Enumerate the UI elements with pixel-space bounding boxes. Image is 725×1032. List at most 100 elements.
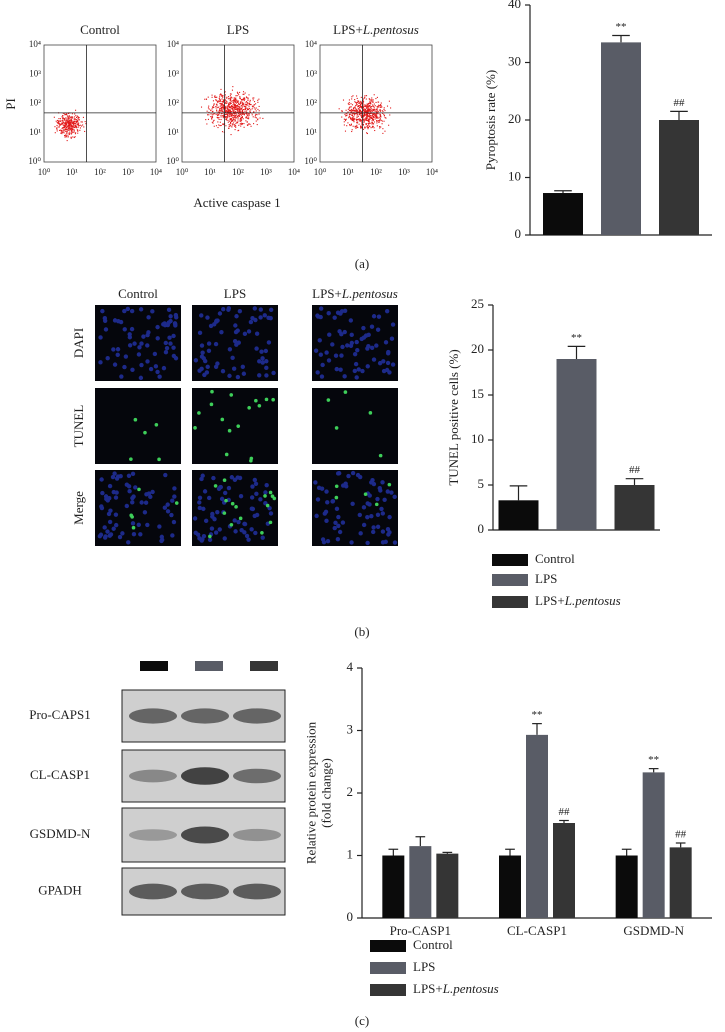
flow-dot bbox=[233, 99, 235, 101]
flow-dot bbox=[205, 98, 208, 100]
flow-dot bbox=[230, 107, 232, 109]
flow-dot bbox=[74, 136, 76, 138]
flow-dot bbox=[362, 119, 364, 121]
flow-dot bbox=[369, 122, 371, 124]
flow-dot bbox=[377, 117, 379, 119]
flow-dot bbox=[236, 100, 238, 102]
flow-dot bbox=[69, 124, 71, 126]
blot-band bbox=[129, 883, 177, 900]
nucleus bbox=[115, 352, 120, 358]
flow-dot bbox=[361, 123, 363, 125]
flow-dot bbox=[77, 132, 79, 134]
nucleus bbox=[365, 514, 370, 520]
flow-dot bbox=[226, 116, 228, 118]
nucleus bbox=[382, 497, 387, 503]
flow-dot bbox=[238, 111, 240, 113]
flow-dot bbox=[374, 105, 376, 107]
flow-dot bbox=[75, 109, 77, 111]
flow-dot bbox=[234, 120, 236, 122]
nucleus bbox=[339, 353, 344, 358]
flow-dot bbox=[349, 118, 352, 120]
flow-dots bbox=[53, 109, 87, 142]
y-tick-label: 10 bbox=[508, 168, 521, 183]
flow-dot bbox=[349, 116, 351, 118]
flow-dot bbox=[376, 116, 378, 118]
y-tick-label: 0 bbox=[515, 226, 522, 241]
flow-dot bbox=[361, 122, 363, 124]
nucleus bbox=[115, 474, 121, 479]
flow-dot bbox=[230, 105, 233, 107]
flow-dot bbox=[351, 109, 353, 111]
nucleus bbox=[163, 350, 169, 355]
flow-dot bbox=[241, 116, 243, 119]
flow-dot bbox=[227, 98, 229, 100]
nucleus bbox=[170, 498, 175, 503]
flow-dot bbox=[217, 114, 219, 116]
flow-dot bbox=[377, 113, 379, 115]
flow-dot bbox=[231, 112, 233, 115]
flow-dot bbox=[236, 107, 238, 109]
y-tick-label: 1 bbox=[347, 846, 354, 861]
nucleus bbox=[131, 531, 137, 537]
image-column-label: Control bbox=[118, 286, 158, 301]
flow-dot bbox=[241, 108, 243, 110]
nucleus bbox=[365, 540, 370, 546]
flow-dot bbox=[225, 109, 227, 111]
blot-band bbox=[129, 708, 177, 724]
flow-dot bbox=[370, 102, 372, 104]
flow-dot bbox=[379, 120, 381, 122]
micrograph bbox=[312, 388, 398, 464]
flow-dot bbox=[230, 96, 232, 98]
flow-x-tick: 10⁴ bbox=[288, 167, 300, 177]
tunel-cell bbox=[374, 502, 379, 507]
flow-dot bbox=[227, 106, 229, 108]
nucleus bbox=[170, 533, 175, 538]
nucleus bbox=[227, 373, 232, 379]
flow-dot bbox=[365, 107, 367, 109]
flow-dot bbox=[355, 112, 357, 114]
flow-dot bbox=[70, 129, 73, 131]
flow-dot bbox=[212, 114, 214, 116]
nucleus bbox=[139, 500, 144, 505]
flow-dot bbox=[234, 98, 236, 100]
flow-dot bbox=[66, 131, 68, 133]
flow-dot bbox=[239, 96, 241, 98]
flow-dot bbox=[68, 133, 70, 135]
y-tick-label: 10 bbox=[471, 431, 484, 446]
flow-dot bbox=[226, 101, 228, 103]
flow-dot bbox=[244, 113, 246, 115]
flow-dot bbox=[237, 122, 239, 124]
flow-dot bbox=[224, 109, 226, 111]
flow-dot bbox=[240, 122, 242, 124]
flow-dot bbox=[64, 126, 66, 128]
flow-dot bbox=[231, 113, 233, 115]
flow-dot bbox=[239, 107, 241, 109]
tunel-cell bbox=[387, 482, 392, 487]
nucleus bbox=[215, 361, 220, 366]
nucleus bbox=[392, 540, 398, 545]
flow-dot bbox=[366, 104, 368, 107]
flow-dot bbox=[348, 107, 350, 109]
nucleus bbox=[264, 373, 269, 378]
flow-dot bbox=[379, 126, 381, 128]
flow-dot bbox=[67, 127, 69, 129]
flow-dot bbox=[233, 117, 235, 119]
flow-dot bbox=[75, 125, 77, 127]
nucleus bbox=[215, 509, 220, 515]
flow-dot bbox=[54, 126, 56, 128]
flow-dot bbox=[254, 115, 256, 117]
flow-dot bbox=[365, 110, 367, 112]
image-column-label: LPS+L.pentosus bbox=[312, 286, 398, 301]
flow-dot bbox=[230, 100, 232, 102]
flow-dot bbox=[366, 132, 368, 134]
flow-dot bbox=[64, 135, 66, 137]
flow-dot bbox=[232, 118, 234, 120]
flow-y-tick: 10⁴ bbox=[305, 39, 317, 49]
nucleus bbox=[324, 350, 329, 355]
tunel-cell bbox=[249, 456, 254, 461]
flow-dot bbox=[380, 126, 382, 128]
flow-dot bbox=[221, 101, 223, 103]
flow-dot bbox=[222, 100, 225, 102]
flow-dot bbox=[217, 126, 219, 129]
flow-dot bbox=[352, 116, 354, 118]
